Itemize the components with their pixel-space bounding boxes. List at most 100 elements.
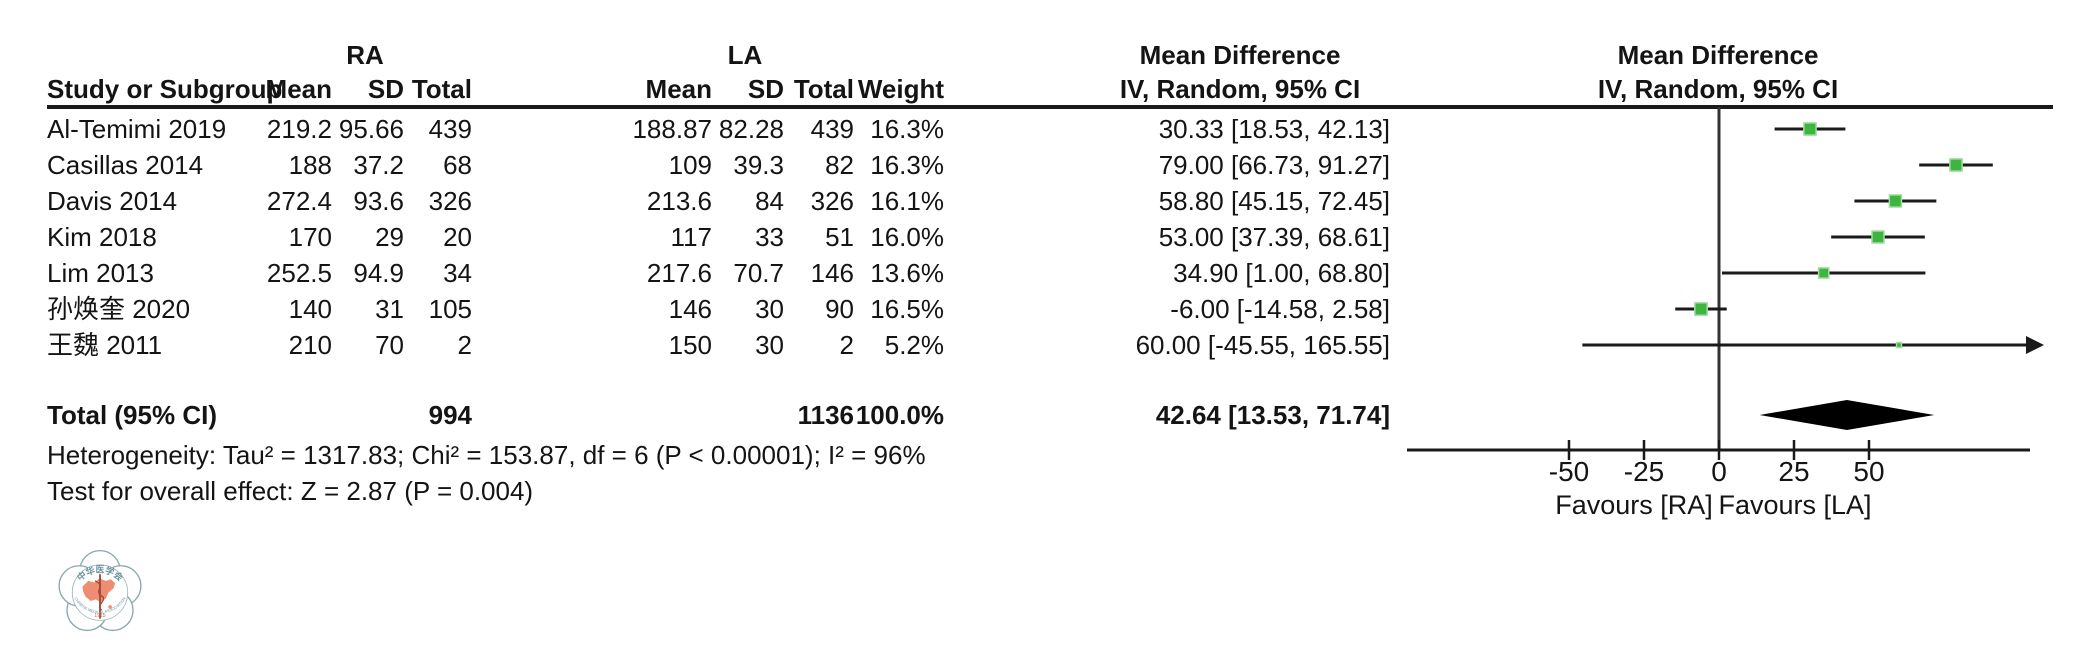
md-column-subtitle: IV, Random, 95% CI — [1119, 74, 1361, 104]
cell-ra-sd: 93.6 — [353, 186, 404, 216]
study-name: Lim 2013 — [47, 258, 154, 288]
heterogeneity-note: Heterogeneity: Tau² = 1317.83; Chi² = 15… — [47, 440, 926, 470]
cell-la-mean: 217.6 — [646, 258, 712, 288]
cell-la-sd: 30 — [755, 330, 784, 360]
cell-ra-mean: 252.5 — [266, 258, 332, 288]
cell-ci-text: 60.00 [-45.55, 165.55] — [1135, 330, 1390, 360]
cell-la-sd: 30 — [755, 294, 784, 324]
cell-la-sd: 84 — [755, 186, 784, 216]
cell-la-mean: 109 — [668, 150, 712, 180]
cell-la-total: 51 — [825, 222, 854, 252]
favours-right-label: Favours [LA] — [1718, 490, 1871, 520]
total-ra-n: 994 — [428, 400, 472, 430]
cell-la-total: 2 — [839, 330, 854, 360]
cell-ra-mean: 210 — [288, 330, 332, 360]
effect-marker — [1803, 122, 1817, 136]
cell-ra-sd: 70 — [375, 330, 404, 360]
effect-marker — [1694, 302, 1708, 316]
cell-la-total: 326 — [810, 186, 854, 216]
cell-la-sd: 39.3 — [733, 150, 784, 180]
cell-ci-text: 58.80 [45.15, 72.45] — [1158, 186, 1390, 216]
col-header-la-total: Total — [793, 74, 854, 104]
favours-left-label: Favours [RA] — [1555, 490, 1713, 520]
cell-ra-sd: 29 — [375, 222, 404, 252]
effect-marker — [1888, 194, 1903, 208]
cell-ra-mean: 219.2 — [266, 114, 332, 144]
total-label: Total (95% CI) — [47, 400, 217, 430]
axis-tick-label: 50 — [1853, 456, 1884, 487]
cell-weight: 5.2% — [884, 330, 944, 360]
plot-subtitle: IV, Random, 95% CI — [1597, 74, 1839, 104]
cell-la-mean: 146 — [668, 294, 712, 324]
cell-ra-sd: 94.9 — [353, 258, 404, 288]
cell-ci-text: -6.00 [-14.58, 2.58] — [1170, 294, 1390, 324]
cell-la-mean: 117 — [670, 222, 712, 252]
cell-ci-text: 34.90 [1.00, 68.80] — [1173, 258, 1390, 288]
study-name: Al-Temimi 2019 — [47, 114, 227, 144]
cma-logo-year: 1915 — [94, 613, 105, 619]
ci-arrow-right — [2026, 336, 2044, 354]
md-column-title: Mean Difference — [1139, 40, 1341, 70]
axis-tick-label: -25 — [1624, 456, 1664, 487]
cell-la-sd: 33 — [755, 222, 784, 252]
cma-logo-staff-and-snake — [94, 574, 105, 619]
cell-weight: 16.3% — [870, 114, 944, 144]
pooled-diamond — [1759, 400, 1935, 430]
total-ci-text: 42.64 [13.53, 71.74] — [1155, 400, 1390, 430]
effect-marker — [1949, 158, 1963, 172]
study-name: Kim 2018 — [47, 222, 157, 252]
study-name: 王魏 2011 — [47, 330, 163, 360]
overall-effect-note: Test for overall effect: Z = 2.87 (P = 0… — [47, 476, 534, 506]
total-weight: 100.0% — [855, 400, 944, 430]
study-name: 孙焕奎 2020 — [47, 294, 191, 324]
effect-marker — [1817, 267, 1830, 279]
forest-plot-canvas: -50 -25 0 25 50 Favours [RA] Favours [LA] — [1407, 107, 2044, 520]
cell-weight: 16.5% — [870, 294, 944, 324]
cell-la-total: 82 — [825, 150, 854, 180]
cell-la-mean: 150 — [668, 330, 712, 360]
cell-la-total: 146 — [810, 258, 854, 288]
cma-logo: 中华医学会 CHINESE MEDICAL ASSOCIATION 1915 — [58, 549, 142, 632]
group-header-la: LA — [727, 40, 763, 70]
cell-ra-total: 2 — [457, 330, 472, 360]
cell-weight: 16.1% — [870, 186, 944, 216]
cell-la-total: 90 — [825, 294, 854, 324]
cma-logo-hainan — [108, 605, 112, 609]
cell-ra-total: 34 — [443, 258, 472, 288]
plot-title: Mean Difference — [1617, 40, 1819, 70]
cell-ra-total: 105 — [428, 294, 472, 324]
cell-weight: 16.0% — [870, 222, 944, 252]
col-header-la-sd: SD — [747, 74, 784, 104]
cell-ra-mean: 170 — [288, 222, 332, 252]
cell-la-sd: 70.7 — [733, 258, 784, 288]
col-header-study: Study or Subgroup — [47, 74, 283, 104]
col-header-weight: Weight — [857, 74, 944, 104]
cell-ra-total: 326 — [428, 186, 472, 216]
cell-ci-text: 79.00 [66.73, 91.27] — [1158, 150, 1390, 180]
group-header-ra: RA — [346, 40, 384, 70]
cell-ra-sd: 37.2 — [353, 150, 404, 180]
col-header-ra-sd: SD — [367, 74, 404, 104]
cell-la-mean: 213.6 — [646, 186, 712, 216]
cell-ra-mean: 272.4 — [266, 186, 332, 216]
cell-weight: 16.3% — [870, 150, 944, 180]
cell-la-mean: 188.87 — [632, 114, 712, 144]
cell-ci-text: 53.00 [37.39, 68.61] — [1158, 222, 1390, 252]
axis-tick-label: -50 — [1549, 456, 1589, 487]
col-header-ra-total: Total — [411, 74, 472, 104]
axis-tick-label: 25 — [1778, 456, 1809, 487]
cell-weight: 13.6% — [870, 258, 944, 288]
cell-la-total: 439 — [810, 114, 854, 144]
cell-ra-mean: 140 — [288, 294, 332, 324]
cell-ci-text: 30.33 [18.53, 42.13] — [1158, 114, 1390, 144]
cell-ra-total: 20 — [443, 222, 472, 252]
header-divider — [47, 105, 2053, 109]
col-header-ra-mean: Mean — [265, 74, 332, 104]
cell-ra-sd: 31 — [375, 294, 404, 324]
study-name: Davis 2014 — [47, 186, 178, 216]
study-name: Casillas 2014 — [47, 150, 204, 180]
cell-la-sd: 82.28 — [718, 114, 784, 144]
cell-ra-sd: 95.66 — [338, 114, 404, 144]
cell-ra-mean: 188 — [288, 150, 332, 180]
